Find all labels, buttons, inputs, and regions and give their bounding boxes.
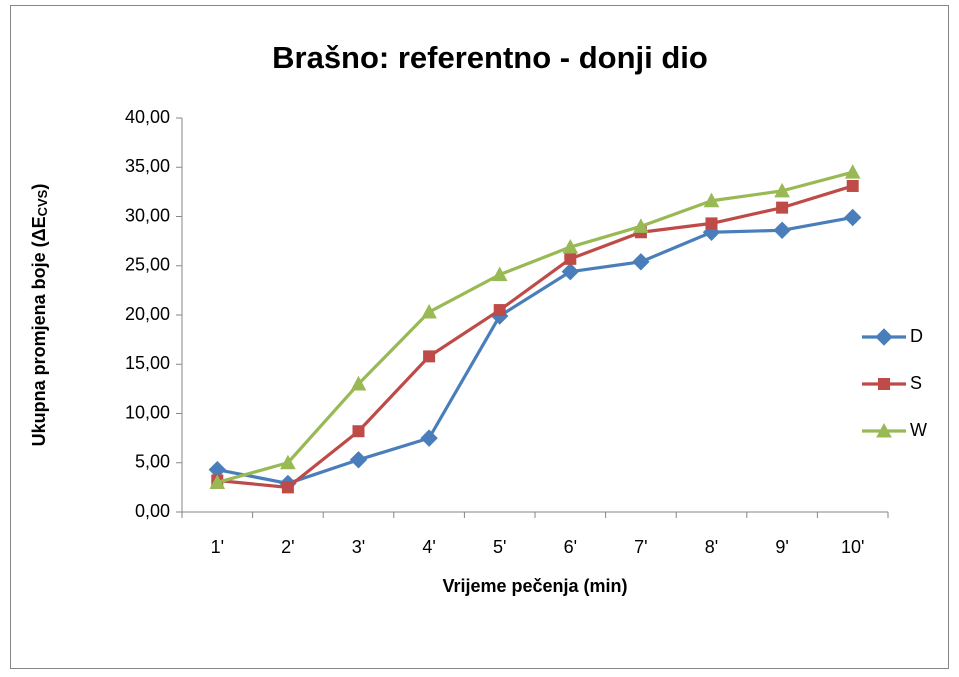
marker — [564, 252, 577, 265]
marker — [421, 303, 437, 319]
legend-label: D — [910, 326, 923, 346]
y-axis-title-main: Ukupna promjena boje (ΔE — [29, 216, 49, 446]
x-tick-label: 1' — [211, 537, 224, 557]
marker — [281, 481, 294, 494]
y-axis-title: Ukupna promjena boje (ΔECVS) — [29, 184, 51, 447]
y-tick-label: 35,00 — [125, 156, 170, 176]
chart-title: Brašno: referentno - donji dio — [272, 40, 708, 75]
marker — [846, 179, 859, 192]
x-tick-label: 3' — [352, 537, 365, 557]
marker — [703, 192, 720, 208]
marker — [493, 304, 506, 317]
x-tick-label: 9' — [775, 537, 788, 557]
marker — [776, 201, 789, 214]
x-tick-label: 2' — [281, 537, 294, 557]
marker — [774, 182, 790, 198]
legend-marker — [876, 422, 892, 438]
marker — [844, 164, 861, 179]
marker — [352, 425, 365, 438]
series-line — [216, 215, 853, 486]
legend-label: S — [910, 373, 922, 393]
y-tick-label: 0,00 — [135, 501, 170, 521]
x-tick-label: 4' — [422, 537, 435, 557]
y-tick-label: 15,00 — [125, 353, 170, 373]
y-tick-label: 25,00 — [125, 255, 170, 275]
marker — [561, 262, 580, 281]
x-tick-label: 6' — [564, 537, 577, 557]
x-tick-label: 7' — [634, 537, 647, 557]
marker — [423, 350, 436, 363]
marker — [773, 221, 791, 239]
series-line — [217, 184, 854, 489]
series-line — [216, 170, 854, 484]
chart-frame — [10, 5, 949, 669]
marker — [632, 253, 650, 271]
y-tick-label: 5,00 — [135, 452, 170, 472]
marker — [491, 266, 508, 282]
marker — [843, 208, 862, 227]
x-tick-label: 10' — [841, 537, 864, 557]
marker — [562, 238, 579, 254]
legend-marker — [878, 378, 890, 390]
y-axis-title-end: ) — [29, 184, 49, 190]
marker — [280, 454, 296, 470]
x-tick-label: 5' — [493, 537, 506, 557]
marker — [209, 474, 226, 489]
marker — [349, 451, 368, 469]
marker — [420, 429, 438, 447]
x-tick-label: 8' — [705, 537, 718, 557]
y-tick-label: 30,00 — [125, 205, 170, 225]
legend-marker — [875, 328, 893, 346]
y-tick-label: 10,00 — [125, 402, 170, 422]
y-axis-title-sub: CVS — [35, 189, 50, 216]
x-axis-title: Vrijeme pečenja (min) — [442, 576, 627, 596]
y-tick-label: 40,00 — [125, 107, 170, 127]
y-tick-label: 20,00 — [125, 304, 170, 324]
legend-label: W — [910, 420, 927, 440]
marker — [350, 375, 367, 391]
marker — [633, 218, 649, 233]
marker — [705, 217, 718, 230]
